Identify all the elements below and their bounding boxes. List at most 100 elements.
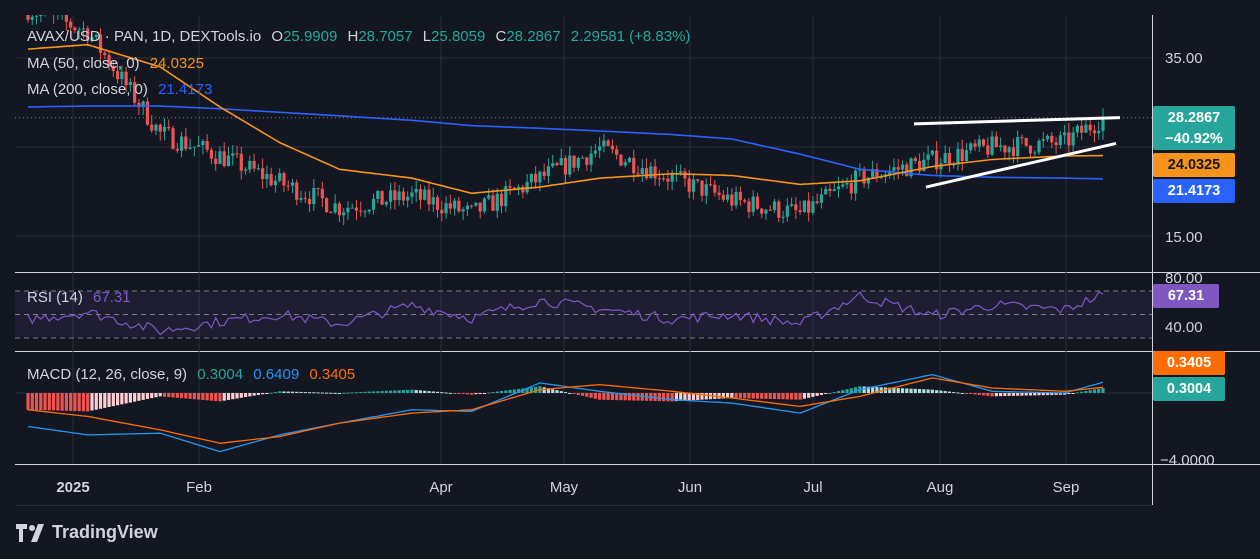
macd-histogram-bar bbox=[832, 392, 836, 394]
macd-histogram-bar bbox=[162, 393, 167, 397]
macd-histogram-bar bbox=[726, 393, 730, 399]
candle-body bbox=[781, 216, 785, 218]
ma200-legend[interactable]: MA (200, close, 0) 21.4173 bbox=[27, 81, 212, 98]
macd-histogram-bar bbox=[273, 392, 278, 394]
candle-body bbox=[849, 183, 853, 194]
time-tick-aug: Aug bbox=[926, 479, 954, 496]
macd-histogram-bar bbox=[367, 391, 371, 393]
candle-body bbox=[333, 203, 337, 213]
signal-line bbox=[27, 377, 1104, 444]
macd-histogram-bar bbox=[197, 393, 201, 400]
candle-body bbox=[696, 179, 700, 181]
candle-body bbox=[295, 182, 299, 200]
macd-histogram-bar bbox=[376, 391, 380, 393]
candle-body bbox=[529, 173, 533, 183]
macd-histogram-bar bbox=[243, 393, 248, 398]
candle-body bbox=[39, 15, 43, 16]
macd-histogram-bar bbox=[512, 389, 516, 393]
candle-body bbox=[1058, 135, 1062, 146]
candle-body bbox=[397, 191, 401, 201]
candle-body bbox=[734, 191, 738, 206]
macd-histogram-bar bbox=[687, 393, 691, 401]
candle-body bbox=[1011, 147, 1016, 156]
candle-body bbox=[943, 153, 947, 164]
macd-histogram-bar bbox=[56, 393, 60, 411]
macd-histogram-bar bbox=[354, 392, 359, 394]
macd-histogram-bar bbox=[337, 393, 342, 394]
macd-histogram-bar bbox=[981, 393, 986, 396]
symbol-label[interactable]: AVAX/USD · PAN, 1D, DEXTools.io bbox=[27, 28, 262, 45]
candle-body bbox=[73, 27, 77, 31]
time-tick-apr: Apr bbox=[429, 479, 453, 496]
high-label: H bbox=[347, 28, 359, 45]
macd-histogram-bar bbox=[231, 393, 235, 400]
candle-body bbox=[86, 28, 90, 41]
candle-body bbox=[103, 52, 107, 56]
macd-histogram-bar bbox=[465, 393, 469, 395]
candle-body bbox=[69, 21, 73, 28]
macd-histogram-bar bbox=[320, 392, 324, 394]
macd-histogram-bar bbox=[947, 391, 952, 393]
macd-histogram-bar bbox=[64, 393, 68, 411]
candle-body bbox=[239, 153, 243, 171]
macd-histogram-bar bbox=[623, 393, 627, 401]
candle-body bbox=[619, 154, 623, 166]
macd-histogram-bar bbox=[312, 392, 316, 394]
candle-body bbox=[427, 189, 431, 205]
macd-histogram-bar bbox=[1101, 387, 1105, 393]
macd-histogram-bar bbox=[98, 393, 103, 409]
ma50-value: 24.0325 bbox=[149, 55, 204, 72]
candle-body bbox=[798, 210, 802, 213]
candle-body bbox=[662, 178, 666, 180]
macd-line bbox=[27, 373, 1104, 453]
candle-body bbox=[627, 157, 632, 163]
macd-histogram-bar bbox=[256, 393, 260, 395]
macd-legend[interactable]: MACD (12, 26, close, 9) 0.3004 0.6409 0.… bbox=[27, 366, 355, 383]
macd-histogram-bar bbox=[350, 392, 354, 394]
macd-histogram-bar bbox=[1097, 388, 1101, 393]
macd-histogram-bar bbox=[935, 390, 939, 393]
macd-histogram-bar bbox=[986, 393, 990, 396]
candle-body bbox=[534, 173, 538, 183]
macd-histogram-bar bbox=[154, 393, 158, 398]
macd-histogram-bar bbox=[811, 393, 815, 397]
ma50-legend[interactable]: MA (50, close, 0) 24.0325 bbox=[27, 55, 204, 72]
macd-histogram-bar bbox=[819, 393, 824, 395]
macd-histogram-bar bbox=[828, 393, 832, 394]
macd-histogram-bar bbox=[943, 391, 947, 393]
candle-body bbox=[909, 158, 913, 177]
candle-body bbox=[401, 191, 405, 201]
candle-body bbox=[807, 200, 811, 213]
time-tick-jun: Jun bbox=[677, 479, 703, 496]
high-value: 28.7057 bbox=[358, 28, 413, 45]
candle-body bbox=[461, 209, 465, 212]
tradingview-logo[interactable]: TradingView bbox=[16, 522, 158, 543]
candle-body bbox=[1101, 116, 1105, 131]
macd-histogram-bar bbox=[807, 393, 811, 398]
candle-body bbox=[495, 193, 499, 211]
macd-histogram-bar bbox=[107, 393, 111, 407]
macd-histogram-bar bbox=[1016, 393, 1020, 396]
macd-histogram-bar bbox=[470, 393, 474, 395]
macd-histogram-bar bbox=[619, 393, 623, 401]
candle-body bbox=[615, 149, 619, 155]
time-tick-sep: Sep bbox=[1052, 479, 1080, 496]
candle-body bbox=[602, 140, 606, 147]
macd-histogram-bar bbox=[205, 393, 209, 401]
rsi-tick-40: 40.00 bbox=[1165, 319, 1203, 336]
macd-histogram-bar bbox=[700, 393, 704, 400]
candle-body bbox=[290, 182, 295, 186]
macd-histogram-bar bbox=[960, 393, 964, 394]
macd-histogram-bar bbox=[295, 391, 299, 393]
candle-body bbox=[751, 196, 755, 212]
macd-histogram-bar bbox=[423, 390, 427, 393]
rsi-legend[interactable]: RSI (14) 67.31 bbox=[27, 289, 131, 306]
macd-histogram-bar bbox=[457, 393, 461, 394]
candle-body bbox=[188, 147, 192, 149]
candle-body bbox=[815, 201, 819, 203]
macd-histogram-bar bbox=[555, 390, 559, 393]
ma200-price-tag: 21.4173 bbox=[1153, 179, 1235, 203]
rsi-value-tag: 67.31 bbox=[1153, 284, 1219, 308]
candle-body bbox=[1071, 132, 1075, 146]
